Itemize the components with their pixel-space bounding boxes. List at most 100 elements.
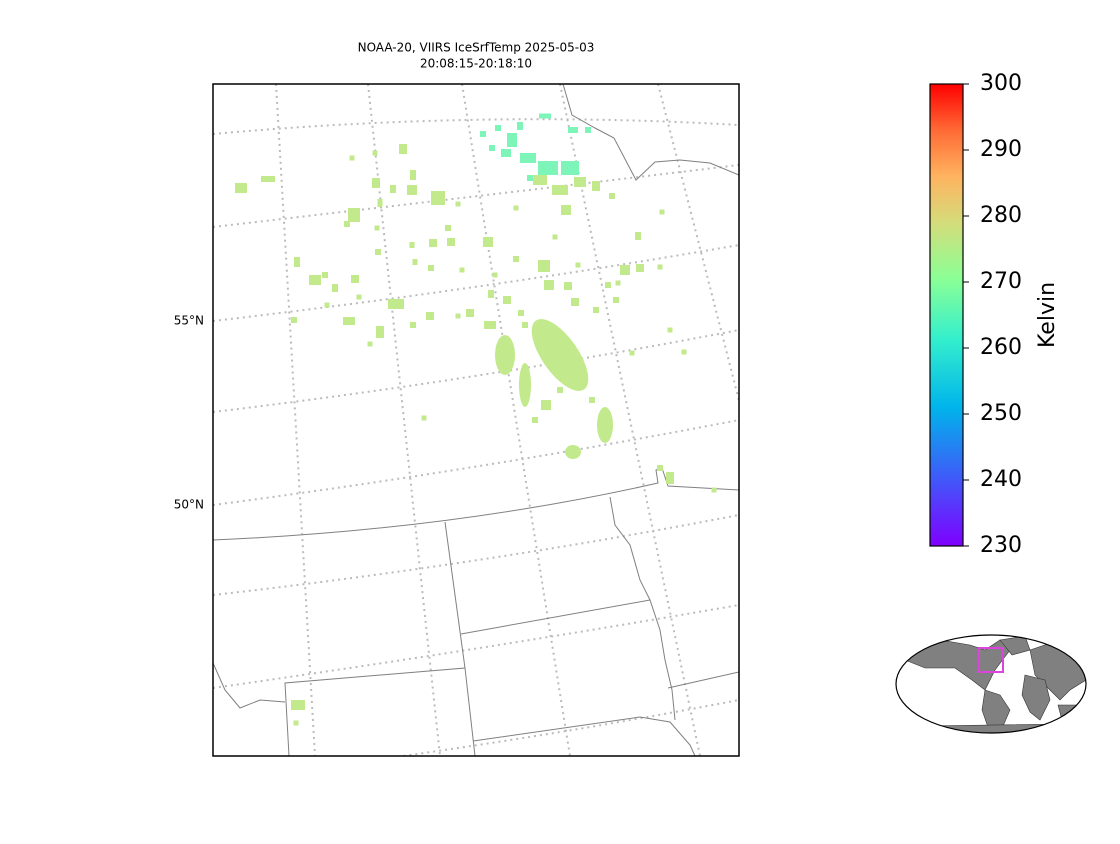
pixel-cluster [235, 183, 247, 193]
pixel-cluster [593, 307, 599, 313]
graticule-line [213, 419, 739, 506]
graticule-line [395, 699, 739, 756]
pixel-cluster [376, 326, 384, 338]
pixel-cluster [495, 125, 501, 131]
colorbar-tick-label: 280 [980, 203, 1022, 228]
pixel-cluster [372, 178, 380, 188]
colorbar-label: Kelvin [1035, 282, 1060, 348]
pixel-cluster [388, 299, 404, 309]
border [213, 662, 286, 709]
map-frame [212, 83, 740, 757]
pixel-cluster [407, 185, 417, 195]
pixel-cluster [399, 144, 407, 154]
pixel-cluster [711, 487, 717, 493]
pixel-cluster [374, 225, 380, 231]
border [464, 667, 476, 756]
pixel-cluster [348, 208, 360, 222]
pixel-cluster [592, 181, 600, 191]
graticule-line [367, 84, 441, 756]
pixel-cluster [332, 284, 338, 292]
borders [213, 84, 739, 756]
pixel-cluster [552, 234, 558, 240]
pixel-cluster [657, 264, 663, 270]
pixel-cluster [636, 264, 644, 272]
pixel-cluster [294, 257, 300, 267]
title-line-2: 20:08:15-20:18:10 [420, 57, 532, 71]
colorbar-tick-label: 240 [980, 467, 1022, 492]
pixel-cluster [635, 232, 641, 240]
pixel-cluster [517, 122, 523, 130]
pixel-cluster [533, 175, 547, 185]
pixel-cluster [552, 185, 568, 195]
colorbar-tick-label: 260 [980, 335, 1022, 360]
pixel-cluster [344, 221, 350, 227]
map [213, 84, 739, 756]
latitude-label: 55°N [174, 314, 204, 328]
pixel-cluster [291, 700, 305, 710]
pixel-cluster [489, 145, 495, 151]
pixel-cluster [324, 302, 330, 308]
pixel-cluster [390, 185, 396, 193]
landmass [981, 689, 1011, 733]
colorbar-tick-label: 270 [980, 269, 1022, 294]
pixel-cluster [571, 298, 579, 306]
pixel-cluster [349, 155, 355, 161]
pixel-cluster [575, 262, 581, 268]
pixel-cluster [605, 282, 611, 288]
pixel-cluster [544, 280, 554, 290]
pixel-cluster [615, 280, 621, 286]
pixel-cluster [483, 237, 493, 247]
border [284, 521, 466, 756]
pixel-cluster [568, 127, 578, 133]
coastline [562, 84, 739, 181]
pixel-cluster [322, 272, 328, 278]
pixel-cluster [445, 225, 451, 231]
graticule-line [213, 604, 739, 689]
pixel-cluster [466, 309, 474, 317]
pixel-cluster [538, 260, 550, 272]
pixel-cluster [564, 282, 572, 290]
pixel-cluster [409, 242, 415, 248]
graticule [213, 84, 739, 756]
latitude-label: 50°N [174, 498, 204, 512]
graticule-line [213, 164, 739, 228]
pixel-cluster [447, 238, 455, 246]
ice-temperature-pixels [235, 113, 717, 726]
pixel-cluster [585, 127, 591, 133]
pixel-cluster [367, 341, 373, 347]
pixel-cluster [503, 296, 511, 304]
pixel-cluster [291, 317, 297, 323]
pixel-cluster [351, 275, 359, 283]
pixel-cluster [538, 161, 558, 175]
pixel-cluster [410, 170, 416, 180]
colorbar-tick-label: 300 [980, 71, 1022, 96]
graticule-line [559, 84, 701, 756]
pixel-cluster [574, 177, 586, 187]
pixel-cluster [426, 312, 434, 320]
pixel-cluster [518, 310, 524, 316]
pixel-cluster [557, 387, 563, 393]
pixel-cluster [561, 205, 571, 215]
pixel-cluster [377, 199, 383, 207]
colorbar-tick-label: 290 [980, 137, 1022, 162]
pixel-cluster [459, 267, 465, 273]
border [460, 599, 651, 635]
pixel-cluster [455, 313, 461, 319]
pixel-cluster [681, 349, 687, 355]
globe-outline [895, 634, 1087, 734]
region-box [978, 647, 1004, 673]
pixel-cluster [293, 720, 299, 726]
pixel-cluster [659, 209, 665, 215]
pixel-cluster [412, 259, 418, 265]
pixel-cluster [666, 472, 674, 484]
pixel-cluster [613, 297, 619, 303]
pixel-cluster [421, 415, 427, 421]
colorbar-tick-label: 230 [980, 533, 1022, 558]
pixel-cluster [527, 175, 533, 181]
pixel-cluster [492, 272, 498, 278]
pixel-cluster [565, 445, 581, 459]
pixel-cluster [455, 201, 461, 207]
pixel-cluster [620, 265, 630, 275]
pixel-cluster [667, 327, 673, 333]
